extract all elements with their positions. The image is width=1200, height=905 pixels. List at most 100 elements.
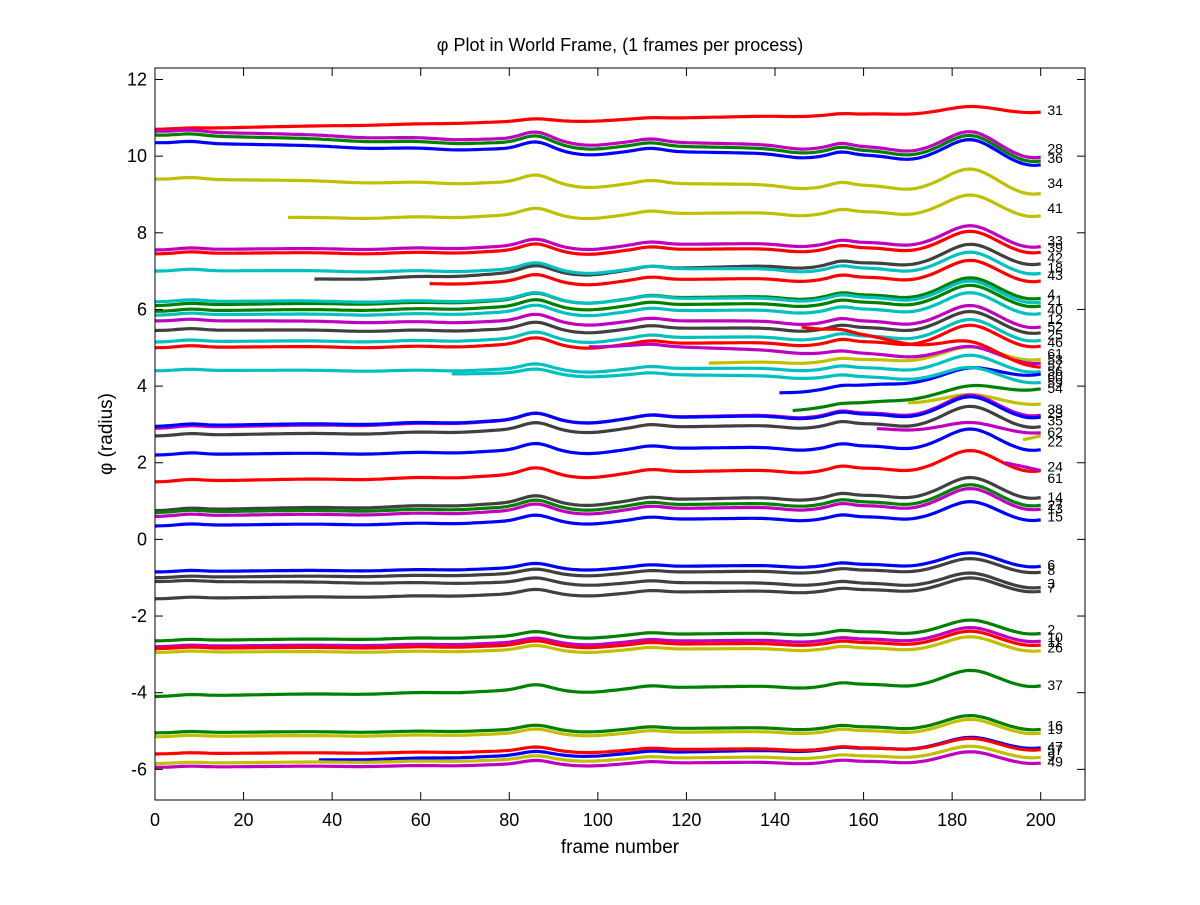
series-line-13-37 [154, 487, 1041, 518]
series-end-label: 9 [1047, 748, 1055, 764]
series-line-6-39 [155, 551, 1041, 574]
series-end-label: 59 [1047, 374, 1063, 390]
series-line-59-24 [451, 365, 1041, 385]
series-end-label: 34 [1047, 175, 1063, 191]
series-end-label: 35 [1047, 413, 1063, 429]
series-line-43-10 [429, 258, 1041, 287]
series-line-16-48 [154, 714, 1041, 735]
series-end-label: 61 [1047, 346, 1063, 362]
x-tick-label: 20 [234, 810, 254, 830]
y-axis-label: φ (radius) [96, 393, 117, 475]
y-tick-label: 6 [137, 299, 147, 319]
series-end-label: 13 [1047, 501, 1063, 517]
series-line-34-4 [155, 167, 1041, 196]
series-end-label: 14 [1047, 489, 1063, 505]
series-line-9-52 [154, 744, 1041, 766]
x-axis-label: frame number [561, 837, 680, 858]
series-end-label: 28 [1047, 140, 1063, 156]
series-line-39-7 [155, 229, 1041, 256]
series-end-label: 2 [1047, 621, 1055, 637]
series-line-27-36 [154, 483, 1041, 515]
plot-lines [154, 104, 1042, 769]
series-end-label: 12 [1047, 311, 1063, 327]
series-line-25-17 [154, 317, 1041, 344]
series-end-label: 22 [1047, 434, 1063, 450]
series-line-52-16 [154, 309, 1041, 335]
y-tick-label: 2 [137, 453, 147, 473]
series-end-label: 21 [1047, 292, 1063, 308]
y-tick-label: 8 [137, 223, 147, 243]
series-line-18-9 [154, 250, 1041, 276]
series-end-label: 61 [1047, 470, 1063, 486]
series-line-3-41 [155, 571, 1041, 590]
y-tick-label: -2 [131, 606, 147, 626]
y-tick-label: 0 [137, 529, 147, 549]
series-line-22-32 [154, 427, 1041, 457]
series-end-label: 57 [1047, 742, 1063, 758]
x-tick-label: 40 [322, 810, 342, 830]
series-line-2-43 [154, 618, 1041, 643]
series-line-31-0 [154, 104, 1041, 131]
series-end-label: 46 [1047, 334, 1063, 350]
series-line-19-49 [155, 717, 1041, 739]
series-line-60-23 [779, 366, 1041, 395]
series-line-10-44 [154, 626, 1041, 649]
series-end-label: 56 [1047, 363, 1063, 379]
series-end-labels: 3128363441333942184342140125225466153575… [1047, 102, 1063, 770]
series-line-21-12 [155, 279, 1041, 305]
x-tick-label: 120 [671, 810, 701, 830]
series-line-32-6 [154, 224, 1041, 252]
series-line-41-5 [287, 193, 1041, 221]
x-axis-ticks: 0 20 40 60 80 100 120 140 160 180 200 [150, 68, 1056, 830]
series-end-label: 36 [1047, 150, 1063, 166]
x-tick-label: 160 [849, 810, 879, 830]
series-line-36-3 [155, 138, 1041, 167]
series-line-49-53 [154, 750, 1041, 769]
series-line-24-33 [154, 449, 1041, 484]
series-line-54-25 [792, 383, 1041, 413]
series-end-label: 26 [1047, 639, 1063, 655]
plot-area-frame [154, 67, 1086, 801]
series-end-label: 37 [1047, 677, 1063, 693]
series-end-label: 31 [1047, 102, 1063, 118]
series-end-label: 42 [1047, 250, 1063, 266]
series-line-8-40 [154, 557, 1041, 580]
series-line-23-28 [154, 395, 1041, 428]
chart-title: φ Plot in World Frame, (1 frames per pro… [437, 35, 803, 55]
series-end-label: 25 [1047, 326, 1063, 342]
series-line-57-21 [801, 325, 1041, 369]
series-end-label: 27 [1047, 497, 1063, 513]
x-tick-label: 200 [1026, 810, 1056, 830]
series-line-15-38 [154, 500, 1041, 528]
series-end-label: 38 [1047, 401, 1063, 417]
series-end-label: 3 [1047, 575, 1055, 591]
y-tick-label: 4 [137, 376, 147, 396]
series-end-label: 24 [1047, 459, 1063, 475]
series-end-label: 16 [1047, 717, 1063, 733]
x-tick-label: 0 [150, 810, 160, 830]
series-line-29-13 [154, 283, 1041, 313]
series-line-47-51 [154, 736, 1041, 756]
y-tick-label: -6 [131, 759, 147, 779]
series-end-label: 4 [1047, 286, 1055, 302]
x-tick-label: 60 [411, 810, 431, 830]
series-end-label: 10 [1047, 629, 1063, 645]
y-tick-label: 10 [127, 146, 147, 166]
x-tick-label: 140 [760, 810, 790, 830]
series-end-label: 23 [1047, 405, 1063, 421]
series-line-12-15 [155, 303, 1041, 330]
series-line-61-34 [1004, 461, 1042, 472]
series-end-label: 62 [1047, 424, 1063, 440]
x-tick-label: 80 [499, 810, 519, 830]
series-end-label: 15 [1047, 508, 1063, 524]
series-line-22-31 [1022, 434, 1042, 442]
series-end-label: 49 [1047, 754, 1063, 770]
series-end-label: 6 [1047, 556, 1055, 572]
series-end-label: 7 [1047, 579, 1055, 595]
series-line-40-14 [154, 291, 1041, 318]
series-end-label: 11 [1047, 634, 1062, 650]
series-line-33-2 [154, 132, 1041, 163]
series-line-26-46 [155, 635, 1041, 654]
x-tick-label: 180 [937, 810, 967, 830]
